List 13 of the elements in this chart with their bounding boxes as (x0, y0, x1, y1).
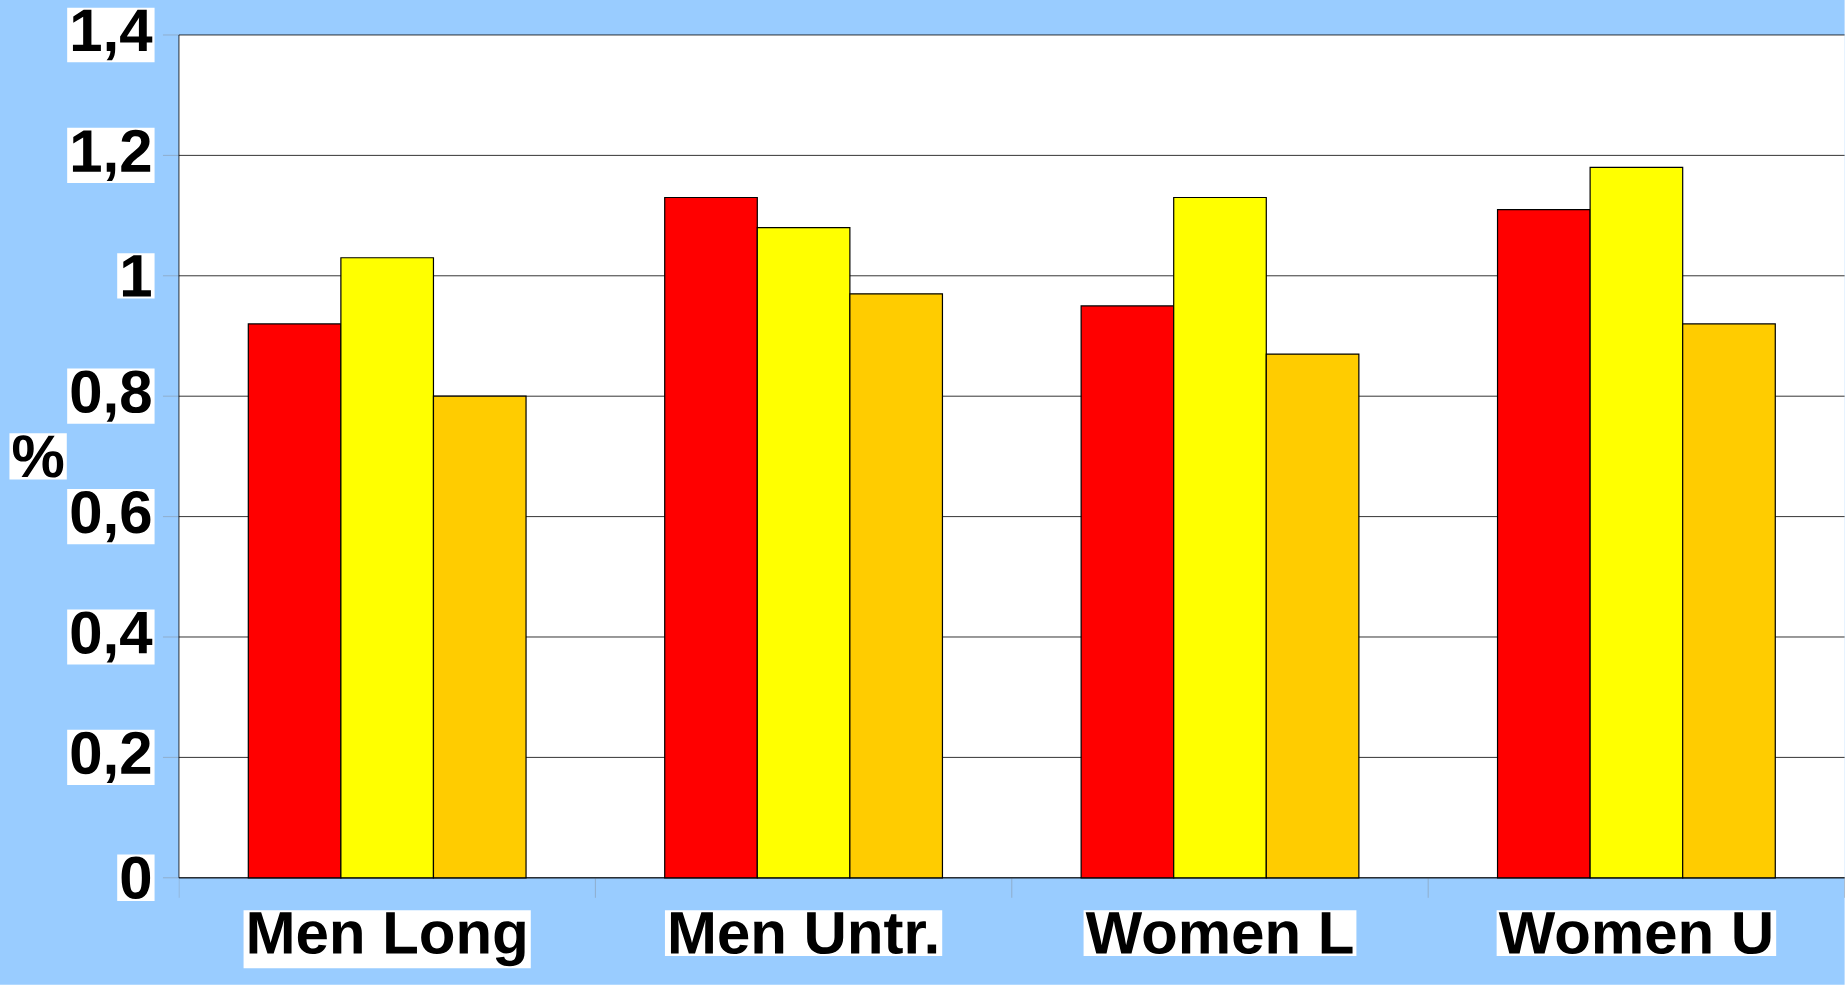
y-tick-label: 0,6 (71, 491, 151, 543)
y-axis-title: % (12, 435, 64, 478)
y-tick-label: 1,2 (72, 129, 151, 182)
x-tick-label: Women L (1085, 912, 1353, 955)
x-tick-label: Men Untr. (670, 912, 937, 955)
y-tick-label: 0,2 (71, 731, 151, 784)
y-tick-label: 0 (121, 856, 151, 900)
x-tick-label: Women U (1498, 912, 1771, 955)
y-tick-label: 1,4 (72, 9, 153, 61)
y-tick-label: 1 (122, 255, 151, 297)
x-tick-label: Men Long (249, 912, 525, 967)
y-tick-label: 0,8 (71, 370, 151, 422)
y-tick-label: 0,4 (71, 611, 153, 663)
